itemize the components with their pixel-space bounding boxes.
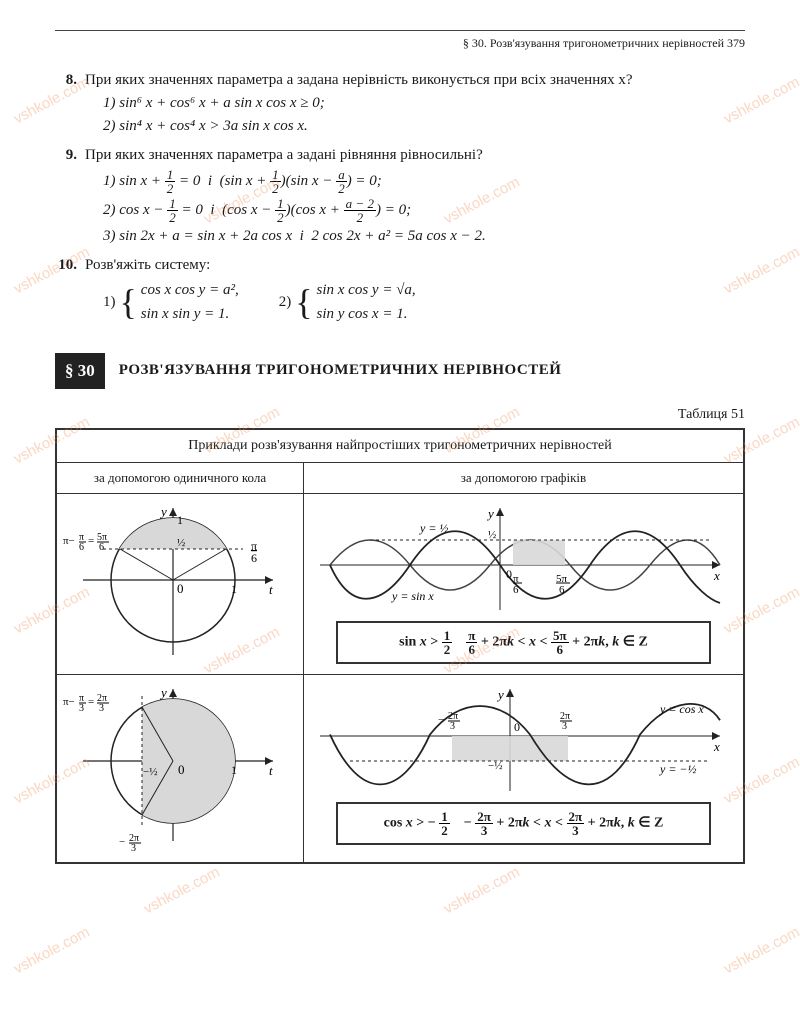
problem-9-sub2: 2) cos x − 12 = 0 і (cos x − 12)(cos x +… — [103, 197, 745, 224]
svg-text:6: 6 — [251, 551, 257, 565]
svg-text:1: 1 — [231, 763, 237, 777]
graph-cos: y = cos x y = −½ −½ 0 − 2π3 2π3 x y cos … — [304, 675, 743, 862]
system-1: 1){ cos x cos y = a², sin x sin y = 1. — [103, 280, 239, 325]
svg-text:½: ½ — [177, 537, 185, 549]
svg-text:y: y — [486, 506, 494, 521]
sys1-line2: sin x sin y = 1. — [141, 304, 239, 325]
unit-circle-cos: −½ π− π3 = 2π3 − 2π3 0 1 t y — [57, 675, 304, 862]
table-row-sin: ½ π 6 π− π6 = 5π6 0 1 t y 1 — [57, 494, 743, 675]
problem-number: 8. — [55, 70, 85, 137]
svg-text:1: 1 — [177, 513, 183, 527]
problem-8-sub2: 2) sin⁴ x + cos⁴ x > 3a sin x cos x. — [103, 116, 745, 137]
problem-8: 8. При яких значеннях параметра a задана… — [55, 70, 745, 137]
problem-text: При яких значеннях параметра a задана не… — [85, 72, 633, 88]
svg-text:−½: −½ — [143, 766, 157, 778]
watermark: vshkole.com — [10, 922, 93, 980]
header-rule — [55, 30, 745, 31]
watermark: vshkole.com — [440, 862, 523, 920]
problem-8-sub1: 1) sin⁶ x + cos⁶ x + a sin x cos x ≥ 0; — [103, 93, 745, 114]
svg-text:y = cos x: y = cos x — [659, 702, 704, 716]
section-badge: § 30 — [55, 353, 105, 389]
svg-text:6: 6 — [79, 542, 84, 553]
svg-text:0: 0 — [506, 567, 512, 581]
system-2: 2){ sin x cos y = √a, sin y cos x = 1. — [279, 280, 416, 325]
cos-graph-svg: y = cos x y = −½ −½ 0 − 2π3 2π3 x y — [310, 681, 730, 796]
svg-text:=: = — [88, 535, 94, 547]
svg-text:−½: −½ — [488, 760, 502, 772]
svg-text:0: 0 — [514, 720, 520, 734]
svg-text:=: = — [88, 696, 94, 708]
svg-text:6: 6 — [559, 584, 565, 596]
table-row-cos: −½ π− π3 = 2π3 − 2π3 0 1 t y — [57, 675, 743, 862]
svg-text:−: − — [119, 836, 125, 848]
svg-text:x: x — [713, 739, 720, 754]
problem-9-sub3: 3) sin 2x + a = sin x + 2a cos x і 2 cos… — [103, 226, 745, 247]
watermark: vshkole.com — [140, 862, 223, 920]
watermark: vshkole.com — [720, 922, 800, 980]
svg-text:y: y — [159, 504, 167, 519]
svg-text:0: 0 — [178, 762, 185, 777]
svg-text:y: y — [159, 685, 167, 700]
svg-text:3: 3 — [79, 703, 84, 714]
table-col-b: за допомогою графіків — [304, 463, 743, 493]
table-51: Приклади розв'язування найпростіших триг… — [55, 428, 745, 864]
svg-text:−: − — [438, 714, 444, 726]
svg-text:π−: π− — [63, 696, 75, 708]
svg-text:t: t — [269, 763, 273, 778]
svg-text:6: 6 — [513, 584, 519, 596]
svg-text:3: 3 — [131, 843, 136, 854]
svg-text:π−: π− — [63, 535, 75, 547]
svg-text:x: x — [713, 568, 720, 583]
svg-text:6: 6 — [99, 542, 104, 553]
formula-cos: cos x > − 12 − 2π3 + 2πk < x < 2π3 + 2πk… — [336, 802, 712, 845]
svg-text:t: t — [269, 582, 273, 597]
svg-text:3: 3 — [450, 721, 455, 732]
sys2-line1: sin x cos y = √a, — [317, 280, 416, 301]
problem-number: 10. — [55, 255, 85, 325]
problem-number: 9. — [55, 145, 85, 247]
problem-text: Розв'яжіть систему: — [85, 257, 210, 273]
section-header: § 30 РОЗВ'ЯЗУВАННЯ ТРИГОНОМЕТРИЧНИХ НЕРІ… — [55, 353, 745, 389]
svg-text:½: ½ — [488, 529, 496, 541]
problem-9: 9. При яких значеннях параметра a задані… — [55, 145, 745, 247]
svg-text:0: 0 — [177, 581, 184, 596]
unit-circle-sin: ½ π 6 π− π6 = 5π6 0 1 t y 1 — [57, 494, 304, 674]
svg-text:y = ½: y = ½ — [419, 521, 448, 535]
svg-text:1: 1 — [231, 582, 237, 596]
table-label: Таблиця 51 — [55, 405, 745, 425]
sys2-line2: sin y cos x = 1. — [317, 304, 416, 325]
unit-circle-sin-svg: ½ π 6 π− π6 = 5π6 0 1 t y 1 — [63, 500, 293, 665]
sys1-line1: cos x cos y = a², — [141, 280, 239, 301]
graph-sin: y = ½ ½ 0 π6 5π6 y = sin x x y sin x > 1… — [304, 494, 743, 674]
svg-text:3: 3 — [99, 703, 104, 714]
svg-text:y = sin x: y = sin x — [391, 589, 434, 603]
section-title: РОЗВ'ЯЗУВАННЯ ТРИГОНОМЕТРИЧНИХ НЕРІВНОСТ… — [119, 360, 562, 381]
problem-9-sub1: 1) sin x + 12 = 0 і (sin x + 12)(sin x −… — [103, 168, 745, 195]
problem-text: При яких значеннях параметра a задані рі… — [85, 147, 483, 163]
problem-10: 10. Розв'яжіть систему: 1){ cos x cos y … — [55, 255, 745, 325]
svg-text:y = −½: y = −½ — [659, 762, 697, 776]
unit-circle-cos-svg: −½ π− π3 = 2π3 − 2π3 0 1 t y — [63, 681, 293, 856]
sin-graph-svg: y = ½ ½ 0 π6 5π6 y = sin x x y — [310, 500, 730, 615]
svg-text:y: y — [496, 687, 504, 702]
page-header: § 30. Розв'язування тригонометричних нер… — [55, 35, 745, 52]
svg-text:3: 3 — [562, 721, 567, 732]
formula-sin: sin x > 12 π6 + 2πk < x < 5π6 + 2πk, k ∈… — [336, 621, 712, 664]
table-col-a: за допомогою одиничного кола — [57, 463, 304, 493]
table-header: Приклади розв'язування найпростіших триг… — [57, 430, 743, 463]
